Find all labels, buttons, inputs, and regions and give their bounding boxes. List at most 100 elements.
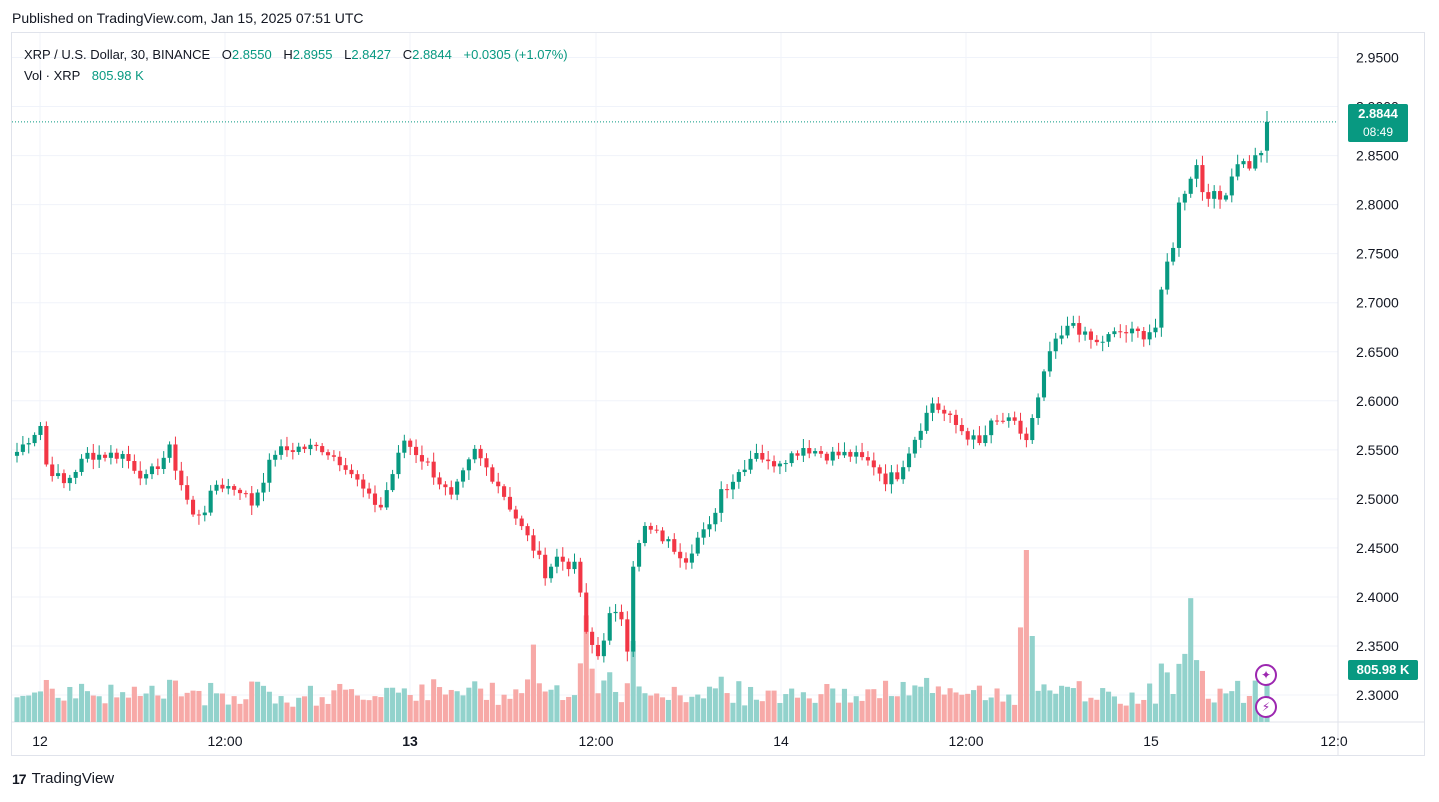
last-price-badge: 2.8844 08:49 — [1348, 104, 1408, 142]
candle-body — [455, 481, 460, 495]
volume-bar — [436, 687, 443, 722]
candle-body — [396, 452, 401, 475]
candle-body — [502, 486, 507, 497]
volume-value: 805.98 K — [91, 68, 144, 83]
candle-body — [243, 493, 248, 495]
volume-bar — [325, 703, 331, 722]
candle-body — [942, 409, 947, 414]
time-tick-label: 12:00 — [207, 733, 242, 749]
volume-bar — [571, 695, 578, 722]
volume-bar — [190, 690, 196, 722]
price-tick-label: 2.7500 — [1356, 246, 1399, 262]
change-value: +0.0305 (+1.07%) — [463, 47, 568, 62]
volume-bar — [1088, 697, 1094, 722]
volume-bar — [1240, 702, 1247, 722]
volume-bar — [730, 702, 736, 722]
price-tick-label: 2.4500 — [1356, 540, 1399, 556]
open-label: O — [221, 47, 232, 62]
high-value: 2.8955 — [292, 47, 333, 62]
volume-bar — [695, 694, 701, 722]
candle-body — [349, 469, 354, 475]
volume-bar — [1017, 627, 1024, 722]
candle-body — [173, 444, 178, 471]
candle-body — [813, 451, 818, 454]
volume-bar — [871, 689, 877, 722]
volume-bars — [14, 550, 1270, 722]
candle-body — [707, 524, 712, 530]
volume-label[interactable]: Vol · XRP — [24, 68, 81, 83]
volume-bar — [67, 686, 73, 722]
low-value: 2.8427 — [351, 47, 392, 62]
lightning-icon[interactable]: ⚡ — [1255, 696, 1277, 718]
candle-body — [631, 566, 636, 652]
volume-bar — [55, 697, 61, 722]
candle-body — [460, 470, 466, 482]
candle-body — [1059, 335, 1064, 339]
volume-bar — [806, 698, 812, 722]
volume-bar — [149, 685, 155, 722]
candle-body — [296, 446, 301, 452]
candle-body — [249, 493, 254, 506]
candle-body — [584, 592, 589, 632]
time-tick-label: 12:00 — [948, 733, 983, 749]
sparkle-icon[interactable]: ✦ — [1255, 664, 1277, 686]
candle-body — [431, 461, 436, 478]
volume-bar — [384, 687, 390, 722]
volume-bar — [354, 695, 360, 722]
candle-body — [953, 414, 959, 425]
candle-body — [1071, 323, 1076, 326]
candle-body — [572, 561, 577, 570]
volume-bar — [202, 705, 208, 722]
volume-bar — [1023, 550, 1029, 722]
candle-body — [994, 420, 1000, 422]
volume-bar — [830, 688, 836, 722]
candle-body — [102, 454, 108, 458]
volume-bar — [1164, 672, 1170, 722]
volume-bar — [525, 679, 531, 722]
volume-bar — [390, 687, 396, 722]
volume-bar — [888, 696, 894, 722]
volume-bar — [918, 686, 924, 722]
volume-bar — [290, 706, 296, 722]
candle-body — [120, 454, 125, 459]
candle-body — [537, 550, 542, 555]
candle-body — [713, 512, 718, 525]
volume-bar — [824, 684, 830, 722]
volume-bar — [894, 696, 900, 722]
volume-bar — [313, 705, 319, 722]
candle-body — [1124, 332, 1129, 334]
candle-body — [185, 485, 190, 500]
candle-body — [97, 454, 102, 460]
price-tick-label: 2.9500 — [1356, 50, 1399, 66]
candle-body — [595, 644, 601, 657]
candle-body — [777, 463, 782, 467]
volume-bar — [965, 693, 971, 722]
volume-bar — [49, 688, 55, 722]
volume-bar — [26, 695, 32, 722]
volume-bar — [1135, 703, 1141, 722]
volume-bar — [442, 694, 448, 722]
legend-volume-row: Vol · XRP 805.98 K — [24, 65, 568, 86]
volume-bar — [1105, 691, 1112, 722]
candle-body — [507, 496, 513, 510]
brand[interactable]: 17 TradingView — [12, 770, 114, 787]
candle-body — [889, 472, 894, 485]
volume-bar — [882, 680, 889, 722]
symbol-title[interactable]: XRP / U.S. Dollar, 30, BINANCE — [24, 47, 211, 62]
candle-body — [525, 526, 530, 536]
candle-body — [308, 444, 313, 450]
volume-bar — [718, 676, 724, 722]
volume-bar — [1194, 660, 1200, 722]
volume-bar — [712, 688, 718, 722]
time-tick-label: 12 — [32, 733, 48, 749]
volume-bar — [753, 699, 759, 722]
volume-bar — [413, 700, 419, 722]
candle-body — [437, 477, 442, 485]
volume-bar — [208, 682, 214, 722]
volume-bar — [953, 692, 959, 722]
volume-bar — [1064, 686, 1071, 722]
volume-bar — [260, 685, 267, 722]
last-price-value: 2.8844 — [1358, 106, 1398, 121]
volume-bar — [812, 702, 818, 722]
